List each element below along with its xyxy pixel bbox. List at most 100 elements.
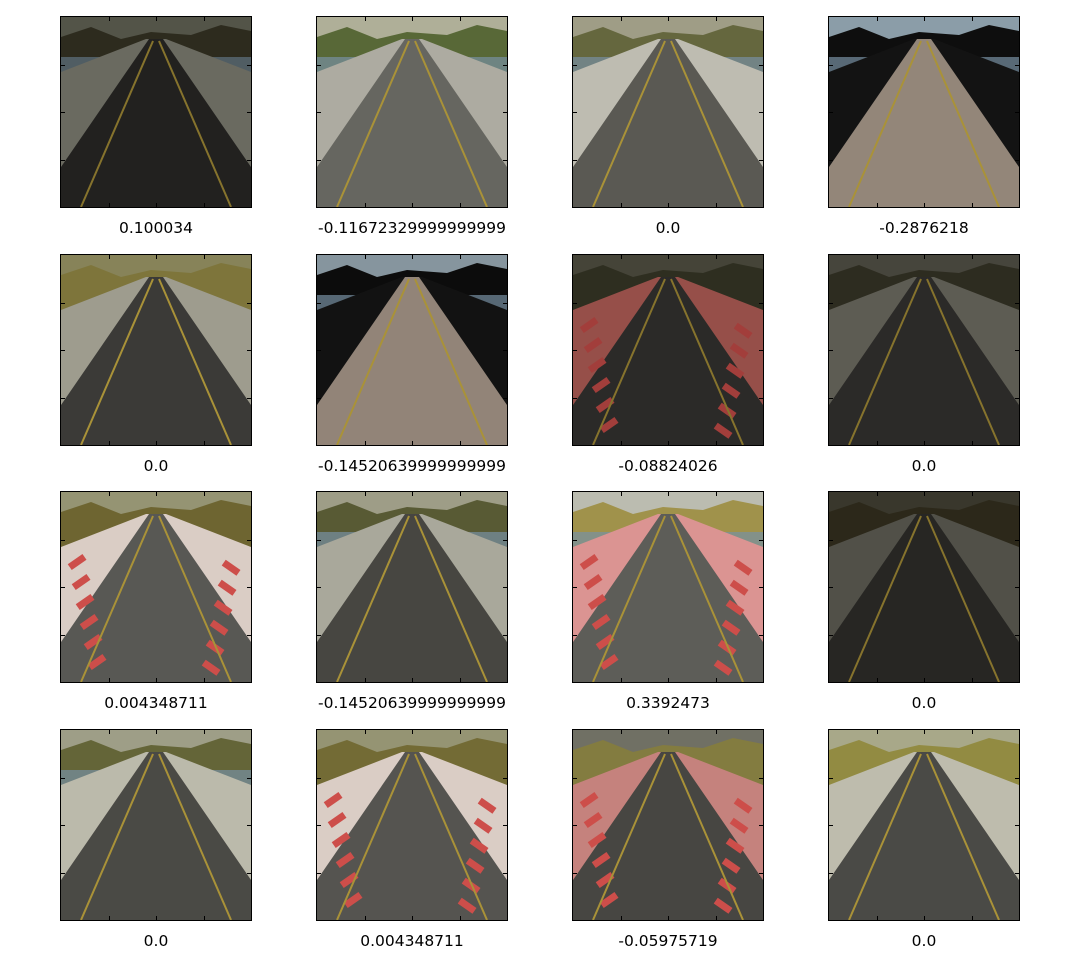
road-camera-image xyxy=(572,729,764,921)
axis-tick xyxy=(412,203,413,207)
axis-tick xyxy=(503,777,507,779)
steering-angle-label: -0.14520639999999999 xyxy=(317,694,507,712)
axis-tick xyxy=(156,730,157,734)
axis-tick xyxy=(412,730,413,734)
axis-tick xyxy=(503,159,507,161)
axis-tick xyxy=(668,17,669,21)
axis-tick xyxy=(715,203,717,207)
axis-tick xyxy=(364,730,366,734)
axis-tick xyxy=(61,397,65,399)
road-camera-image xyxy=(316,16,508,208)
axis-tick xyxy=(924,916,925,920)
road-camera-image xyxy=(828,16,1020,208)
axis-tick xyxy=(247,64,251,66)
steering-angle-label: -0.08824026 xyxy=(618,457,718,475)
axis-tick xyxy=(317,112,321,113)
axis-tick xyxy=(876,17,878,21)
axis-tick xyxy=(459,730,461,734)
road-camera-image xyxy=(60,491,252,683)
axis-tick xyxy=(247,777,251,779)
axis-tick xyxy=(364,678,366,682)
axis-tick xyxy=(971,730,973,734)
axis-tick xyxy=(503,872,507,874)
axis-tick xyxy=(317,825,321,826)
steering-angle-label: 0.004348711 xyxy=(104,694,208,712)
axis-tick xyxy=(971,441,973,445)
axis-tick xyxy=(876,441,878,445)
axis-tick xyxy=(876,203,878,207)
axis-tick xyxy=(247,634,251,636)
axis-tick xyxy=(156,17,157,21)
axis-tick xyxy=(364,916,366,920)
axis-tick xyxy=(876,916,878,920)
axis-tick xyxy=(412,916,413,920)
axis-tick xyxy=(503,64,507,66)
image-panel: 0.100034 xyxy=(60,16,252,237)
axis-tick xyxy=(620,492,622,496)
axis-tick xyxy=(759,539,763,541)
axis-tick xyxy=(108,492,110,496)
axis-tick xyxy=(317,872,321,874)
axis-tick xyxy=(924,730,925,734)
axis-tick xyxy=(829,350,833,351)
image-panel: -0.2876218 xyxy=(828,16,1020,237)
steering-angle-label: 0.100034 xyxy=(119,219,193,237)
axis-tick xyxy=(156,203,157,207)
axis-tick xyxy=(759,634,763,636)
axis-tick xyxy=(61,872,65,874)
axis-tick xyxy=(829,634,833,636)
axis-tick xyxy=(829,825,833,826)
steering-angle-label: 0.004348711 xyxy=(360,932,464,950)
road-camera-image xyxy=(572,16,764,208)
axis-tick xyxy=(759,302,763,304)
axis-tick xyxy=(829,539,833,541)
axis-tick xyxy=(364,255,366,259)
axis-tick xyxy=(203,441,205,445)
axis-tick xyxy=(971,492,973,496)
image-panel: -0.11672329999999999 xyxy=(316,16,508,237)
axis-tick xyxy=(61,302,65,304)
steering-angle-label: 0.0 xyxy=(143,932,169,950)
steering-angle-label: 0.3392473 xyxy=(626,694,710,712)
road-camera-image xyxy=(572,254,764,446)
axis-tick xyxy=(573,587,577,588)
axis-tick xyxy=(61,159,65,161)
road-camera-image xyxy=(316,491,508,683)
axis-tick xyxy=(573,397,577,399)
axis-tick xyxy=(668,255,669,259)
axis-tick xyxy=(1015,302,1019,304)
axis-tick xyxy=(317,350,321,351)
road-camera-image xyxy=(316,254,508,446)
axis-tick xyxy=(971,255,973,259)
axis-tick xyxy=(1015,397,1019,399)
axis-tick xyxy=(317,777,321,779)
axis-tick xyxy=(317,159,321,161)
image-panel: 0.3392473 xyxy=(572,491,764,712)
image-panel: 0.0 xyxy=(60,254,252,475)
axis-tick xyxy=(247,397,251,399)
axis-tick xyxy=(620,17,622,21)
axis-tick xyxy=(459,678,461,682)
axis-tick xyxy=(412,492,413,496)
image-panel: -0.14520639999999999 xyxy=(316,491,508,712)
axis-tick xyxy=(108,441,110,445)
image-panel: 0.0 xyxy=(828,491,1020,712)
axis-tick xyxy=(924,678,925,682)
axis-tick xyxy=(876,730,878,734)
axis-tick xyxy=(156,441,157,445)
road-camera-image xyxy=(60,729,252,921)
axis-tick xyxy=(759,825,763,826)
axis-tick xyxy=(759,587,763,588)
axis-tick xyxy=(573,777,577,779)
axis-tick xyxy=(971,916,973,920)
axis-tick xyxy=(364,441,366,445)
axis-tick xyxy=(61,634,65,636)
steering-angle-label: -0.05975719 xyxy=(618,932,718,950)
axis-tick xyxy=(459,203,461,207)
road-camera-image xyxy=(60,16,252,208)
axis-tick xyxy=(759,777,763,779)
axis-tick xyxy=(61,350,65,351)
axis-tick xyxy=(156,916,157,920)
axis-tick xyxy=(668,203,669,207)
